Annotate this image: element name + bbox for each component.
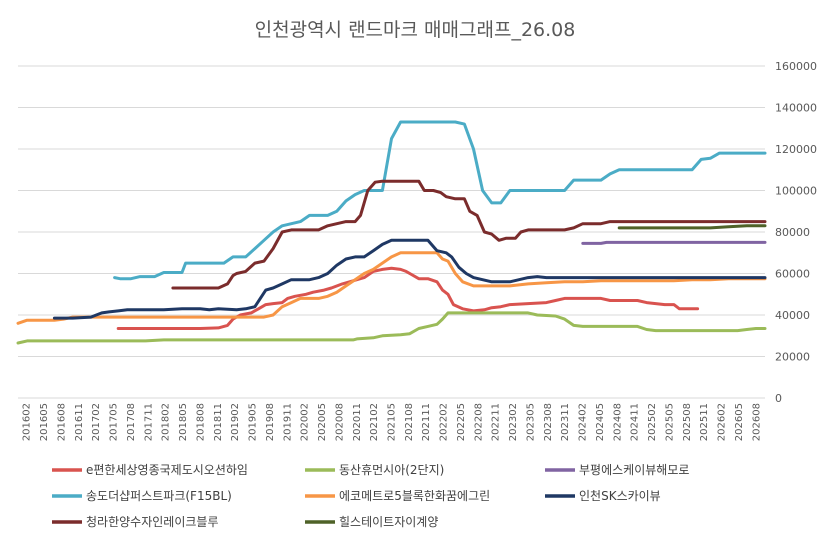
series-lines xyxy=(16,120,767,345)
series-line-5 xyxy=(16,251,767,325)
y-tick-label: 0 xyxy=(775,392,782,405)
x-tick-label: 201905 xyxy=(248,403,259,441)
x-tick-label: 202605 xyxy=(734,403,745,441)
chart-title: 인천광역시 랜드마크 매매그래프_26.08 xyxy=(255,19,576,41)
x-tick-label: 202305 xyxy=(525,403,536,441)
x-tick-label: 202402 xyxy=(578,403,589,441)
series-line-2 xyxy=(16,311,767,345)
y-tick-label: 20000 xyxy=(775,351,810,364)
legend-label-1: e편한세상영종국제도시오션하임 xyxy=(86,463,248,477)
x-tick-label: 201605 xyxy=(39,403,50,441)
x-tick-label: 202211 xyxy=(491,403,502,441)
x-tick-label: 202508 xyxy=(682,403,693,441)
x-tick-label: 201602 xyxy=(22,403,33,441)
legend-label-5: 에코메트로5블록한화꿈에그린 xyxy=(339,489,490,503)
x-tick-label: 201708 xyxy=(126,403,137,441)
legend-label-4: 송도더샵퍼스트파크(F15BL) xyxy=(86,489,232,503)
series-line-6 xyxy=(52,238,767,320)
x-tick-label: 201611 xyxy=(74,403,85,441)
x-tick-label: 202008 xyxy=(334,403,345,441)
legend-label-7: 청라한양수자인레이크블루 xyxy=(86,515,218,529)
x-tick-label: 202205 xyxy=(456,403,467,441)
series-line-4 xyxy=(113,120,767,281)
x-tick-label: 201802 xyxy=(161,403,172,441)
gridlines xyxy=(18,65,765,399)
x-tick-label: 202302 xyxy=(508,403,519,441)
y-tick-label: 160000 xyxy=(775,60,817,73)
legend: e편한세상영종국제도시오션하임 동산휴먼시아(2단지) 부평에스케이뷰해모로송도더샵… xyxy=(52,463,689,529)
x-tick-label: 202208 xyxy=(473,403,484,441)
x-tick-label: 201805 xyxy=(178,403,189,441)
x-tick-label: 201702 xyxy=(91,403,102,441)
x-tick-label: 202202 xyxy=(439,403,450,441)
y-axis-tick-labels: 0 20000 40000 60000 80000 100000 120000 140000 1… xyxy=(775,60,817,405)
x-tick-label: 201811 xyxy=(213,403,224,441)
x-tick-label: 202608 xyxy=(751,403,762,441)
x-tick-label: 201911 xyxy=(282,403,293,441)
legend-label-2: 동산휴먼시아(2단지) xyxy=(339,463,444,477)
x-tick-label: 202311 xyxy=(560,403,571,441)
x-tick-label: 202602 xyxy=(717,403,728,441)
x-tick-label: 202105 xyxy=(387,403,398,441)
legend-label-6: 인천SK스카이뷰 xyxy=(579,488,661,503)
legend-label-3: 부평에스케이뷰해모로 xyxy=(579,463,689,477)
x-tick-label: 201808 xyxy=(195,403,206,441)
y-tick-label: 80000 xyxy=(775,226,810,239)
x-tick-label: 202411 xyxy=(630,403,641,441)
legend-label-8: 힐스테이트자이계양 xyxy=(339,515,438,529)
x-tick-label: 202308 xyxy=(543,403,554,441)
x-tick-label: 201711 xyxy=(143,403,154,441)
x-tick-label: 202011 xyxy=(352,403,363,441)
x-tick-label: 202002 xyxy=(300,403,311,441)
y-tick-label: 60000 xyxy=(775,268,810,281)
x-tick-label: 201705 xyxy=(109,403,120,441)
x-tick-label: 202108 xyxy=(404,403,415,441)
x-tick-label: 202102 xyxy=(369,403,380,441)
x-tick-label: 201608 xyxy=(56,403,67,441)
x-tick-label: 201908 xyxy=(265,403,276,441)
x-tick-label: 202502 xyxy=(647,403,658,441)
series-line-3 xyxy=(581,240,767,245)
x-tick-label: 202511 xyxy=(699,403,710,441)
y-tick-label: 140000 xyxy=(775,102,817,115)
x-tick-label: 202005 xyxy=(317,403,328,441)
x-tick-label: 202111 xyxy=(421,403,432,441)
series-line-7 xyxy=(171,179,767,290)
y-tick-label: 120000 xyxy=(775,143,817,156)
x-axis-tick-labels: 201602 201605 201608 201611 201702 201705 2017… xyxy=(22,403,763,441)
x-tick-label: 202405 xyxy=(595,403,606,441)
x-tick-label: 202505 xyxy=(664,403,675,441)
y-tick-label: 40000 xyxy=(775,309,810,322)
x-tick-label: 202408 xyxy=(612,403,623,441)
series-line-8 xyxy=(617,224,767,230)
x-tick-label: 201902 xyxy=(230,403,241,441)
y-tick-label: 100000 xyxy=(775,185,817,198)
series-line-1 xyxy=(116,266,700,330)
